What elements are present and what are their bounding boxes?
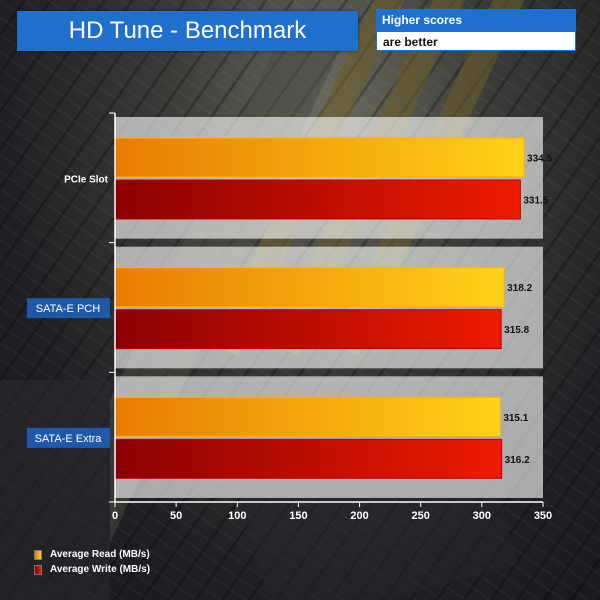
bar-write-1	[114, 309, 502, 350]
category-panel-2	[115, 376, 543, 498]
x-tick-label-4: 200	[350, 510, 368, 522]
category-panel-0	[115, 117, 543, 239]
value-label-read-2: 315.1	[503, 413, 528, 424]
x-tick-label-6: 300	[473, 510, 491, 522]
legend-swatch-write	[34, 564, 42, 575]
page-title: HD Tune - Benchmark	[17, 11, 358, 51]
value-label-read-0: 334.5	[527, 154, 552, 165]
legend-item-write: Average Write (MB/s)	[34, 562, 150, 577]
x-tick-label-3: 150	[289, 510, 307, 522]
x-tick-label-7: 350	[534, 510, 552, 522]
category-label-bg-2	[27, 427, 110, 448]
legend-item-read: Average Read (MB/s)	[34, 547, 150, 562]
axis-group: 0 50 100 150 200 250 300 350	[109, 112, 552, 522]
value-label-write-1: 315.8	[504, 325, 529, 336]
x-tick-label-0: 0	[112, 510, 118, 522]
bar-read-2	[114, 396, 501, 437]
note-higher-scores: Higher scores	[376, 9, 576, 31]
x-tick-label-5: 250	[412, 510, 430, 522]
category-labels: PCIe Slot SATA-E PCH SATA-E Extra	[27, 175, 110, 448]
bar-write-0	[114, 179, 521, 220]
legend-label-write: Average Write (MB/s)	[50, 564, 151, 575]
legend: Average Read (MB/s) Average Write (MB/s)	[34, 547, 150, 577]
bar-write-2	[114, 438, 503, 479]
x-tick-label-1: 50	[170, 510, 182, 522]
value-label-write-2: 316.2	[505, 455, 530, 466]
legend-label-read: Average Read (MB/s)	[50, 549, 150, 560]
bar-read-1	[114, 267, 505, 308]
category-label-0: PCIe Slot	[64, 175, 109, 186]
bar-group	[114, 137, 525, 479]
legend-swatch-read	[34, 549, 42, 560]
bar-read-0	[114, 137, 525, 178]
category-panel-1	[115, 246, 543, 369]
note-are-better: are better	[376, 31, 576, 51]
category-label-2: SATA-E Extra	[35, 433, 103, 445]
value-label-write-0: 331.5	[523, 196, 548, 207]
x-tick-label-2: 100	[228, 510, 246, 522]
category-label-bg-1	[27, 298, 110, 319]
value-label-read-1: 318.2	[507, 283, 532, 294]
value-labels: 334.5 331.5 318.2 315.8 315.1 316.2	[503, 154, 552, 466]
category-label-1: SATA-E PCH	[36, 303, 100, 315]
